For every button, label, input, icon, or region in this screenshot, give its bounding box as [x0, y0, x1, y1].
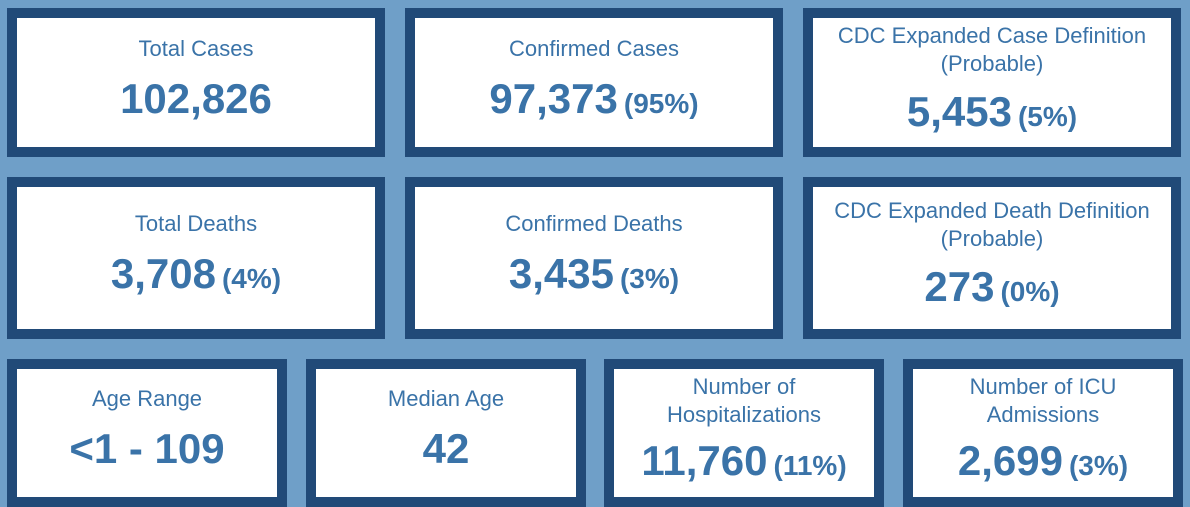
card-value: 2,699	[957, 437, 1063, 484]
card-value: 3,708	[110, 250, 216, 297]
card-value: <1 - 109	[69, 425, 225, 472]
total-cases-card: Total Cases 102,826	[7, 8, 385, 157]
card-value-line: 273 (0%)	[924, 265, 1059, 319]
card-value-line: 42	[423, 427, 470, 481]
card-value: 102,826	[120, 74, 272, 122]
card-percent: (0%)	[1000, 276, 1060, 307]
card-label: Number of Hospitalizations	[666, 374, 822, 427]
card-value-line: 3,435 (3%)	[509, 252, 679, 306]
card-percent: (4%)	[221, 263, 282, 294]
total-deaths-card: Total Deaths 3,708 (4%)	[7, 177, 385, 339]
card-percent: (5%)	[1017, 100, 1078, 132]
card-value-line: <1 - 109	[69, 427, 224, 481]
card-label: Number of ICU Admissions	[969, 374, 1117, 427]
card-value-line: 2,699 (3%)	[958, 439, 1128, 493]
confirmed-deaths-card: Confirmed Deaths 3,435 (3%)	[405, 177, 783, 339]
icu-admissions-card: Number of ICU Admissions 2,699 (3%)	[903, 359, 1183, 507]
card-value-line: 11,760 (11%)	[641, 439, 846, 493]
confirmed-cases-card: Confirmed Cases 97,373 (95%)	[405, 8, 783, 157]
card-label: Age Range	[91, 386, 203, 411]
card-percent: (95%)	[623, 87, 699, 119]
probable-cases-card: CDC Expanded Case Definition (Probable) …	[803, 8, 1181, 157]
card-label: CDC Expanded Case Definition (Probable)	[837, 22, 1147, 76]
card-label: Total Deaths	[134, 211, 258, 236]
card-percent: (3%)	[1068, 450, 1129, 481]
card-label: Total Cases	[138, 35, 254, 61]
hospitalizations-card: Number of Hospitalizations 11,760 (11%)	[604, 359, 884, 507]
card-value-line: 102,826	[120, 74, 272, 131]
card-value: 11,760	[641, 437, 768, 484]
card-value: 97,373	[489, 74, 618, 122]
probable-deaths-card: CDC Expanded Death Definition (Probable)…	[803, 177, 1181, 339]
card-value: 42	[422, 425, 470, 472]
card-percent: (11%)	[773, 450, 847, 481]
card-label: Median Age	[387, 386, 505, 411]
card-value-line: 97,373 (95%)	[489, 74, 699, 131]
card-value: 3,435	[508, 250, 614, 297]
card-value: 5,453	[906, 87, 1012, 135]
card-label: Confirmed Cases	[509, 35, 679, 61]
card-percent: (3%)	[619, 263, 680, 294]
age-range-card: Age Range <1 - 109	[7, 359, 287, 507]
card-value: 273	[924, 263, 995, 310]
card-value-line: 5,453 (5%)	[906, 87, 1078, 144]
card-value-line: 3,708 (4%)	[111, 252, 281, 306]
median-age-card: Median Age 42	[306, 359, 586, 507]
card-label: Confirmed Deaths	[505, 211, 683, 236]
card-label: CDC Expanded Death Definition (Probable)	[834, 198, 1150, 251]
